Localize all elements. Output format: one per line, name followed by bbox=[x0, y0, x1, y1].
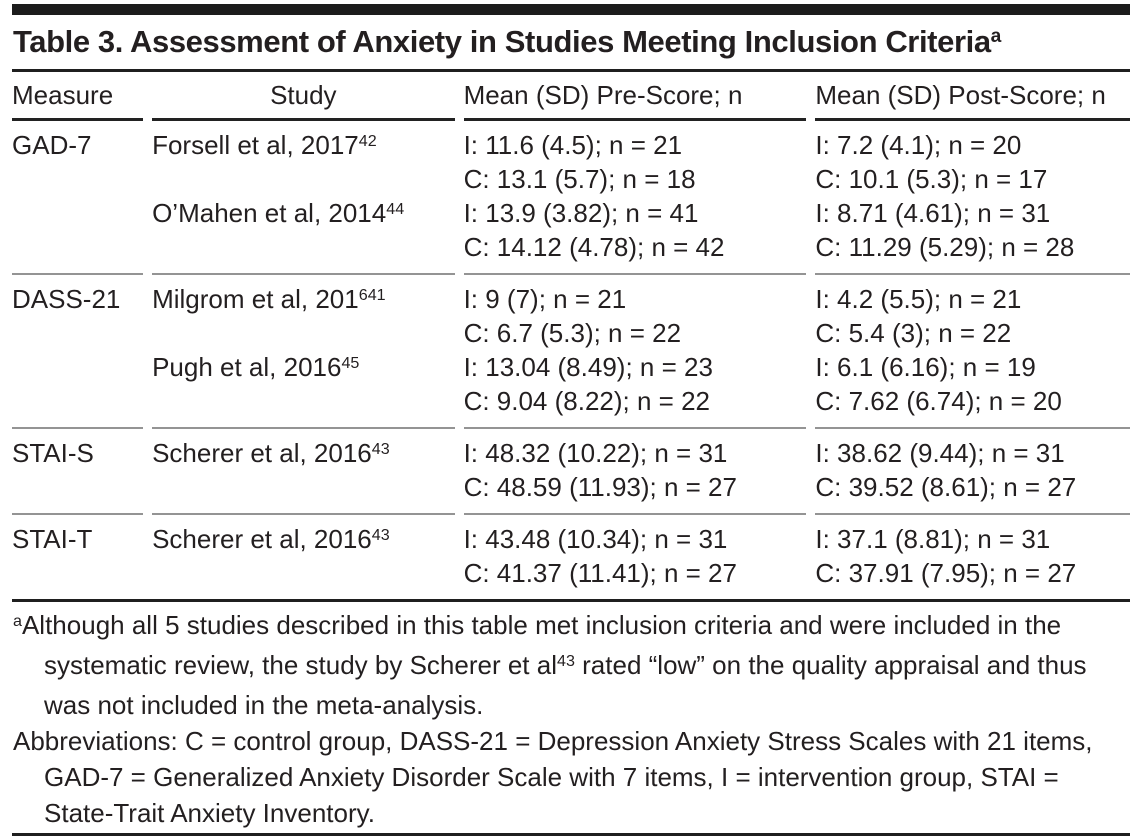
column-header-post-score: Mean (SD) Post-Score; n bbox=[815, 72, 1130, 121]
study-name: O’Mahen et al, 201444 bbox=[152, 198, 405, 228]
table-top-rule bbox=[12, 4, 1130, 15]
table-body: GAD-7 Forsell et al, 201742 O’Mahen et al,… bbox=[12, 121, 1130, 599]
measure-label: STAI-T bbox=[12, 524, 93, 554]
post-score-line: C: 39.52 (8.61); n = 27 bbox=[815, 472, 1077, 502]
pre-score-line: I: 9 (7); n = 21 bbox=[463, 284, 627, 314]
post-score-cell: I: 37.1 (8.81); n = 31 C: 37.91 (7.95); n… bbox=[815, 515, 1130, 599]
study-spacer bbox=[152, 470, 454, 504]
post-score-line: I: 38.62 (9.44); n = 31 bbox=[815, 438, 1065, 468]
pre-score-line: C: 9.04 (8.22); n = 22 bbox=[463, 386, 710, 416]
table-body-end-rule bbox=[12, 599, 1130, 602]
measure-label: GAD-7 bbox=[12, 130, 92, 160]
study-spacer bbox=[152, 162, 454, 196]
table-bottom-rule bbox=[12, 833, 1130, 836]
pre-score-line: I: 43.48 (10.34); n = 31 bbox=[463, 524, 728, 554]
table-title: Table 3. Assessment of Anxiety in Studie… bbox=[12, 15, 1130, 72]
measure-cell: STAI-T bbox=[12, 515, 143, 599]
footnote-text: rated “low” on the quality appraisal and… bbox=[44, 650, 1087, 720]
pre-score-line: C: 13.1 (5.7); n = 18 bbox=[463, 164, 696, 194]
results-table: Measure Study Mean (SD) Pre-Score; n Mea… bbox=[3, 72, 1139, 599]
table-row: DASS-21 Milgrom et al, 201641 Pugh et al, … bbox=[12, 275, 1130, 429]
study-cell: Scherer et al, 201643 bbox=[152, 429, 455, 515]
footnote-text: Although all 5 studies described in this… bbox=[21, 610, 1062, 680]
post-score-line: I: 8.71 (4.61); n = 31 bbox=[815, 198, 1051, 228]
post-score-line: C: 5.4 (3); n = 22 bbox=[815, 318, 1012, 348]
pre-score-line: I: 13.04 (8.49); n = 23 bbox=[463, 352, 713, 382]
citation-ref: 45 bbox=[341, 353, 360, 372]
citation-ref: 43 bbox=[371, 439, 390, 458]
study-name: Milgrom et al, 201641 bbox=[152, 284, 386, 314]
study-cell: Milgrom et al, 201641 Pugh et al, 201645 bbox=[152, 275, 455, 429]
post-score-line: I: 6.1 (6.16); n = 19 bbox=[815, 352, 1036, 382]
post-score-line: C: 10.1 (5.3); n = 17 bbox=[815, 164, 1048, 194]
table-row: STAI-T Scherer et al, 201643 I: 43.48 (10.… bbox=[12, 515, 1130, 599]
citation-ref: 43 bbox=[371, 525, 390, 544]
citation-ref: 641 bbox=[358, 285, 386, 304]
table-header-row: Measure Study Mean (SD) Pre-Score; n Mea… bbox=[12, 72, 1130, 121]
measure-cell: DASS-21 bbox=[12, 275, 144, 429]
table-row: GAD-7 Forsell et al, 201742 O’Mahen et al,… bbox=[12, 121, 1130, 275]
pre-score-line: I: 48.32 (10.22); n = 31 bbox=[463, 438, 728, 468]
column-header-pre-score: Mean (SD) Pre-Score; n bbox=[463, 72, 807, 121]
study-spacer bbox=[152, 316, 454, 350]
pre-score-line: C: 41.37 (11.41); n = 27 bbox=[463, 558, 737, 588]
study-name: Scherer et al, 201643 bbox=[152, 524, 390, 554]
footnote-superscript: 43 bbox=[557, 651, 575, 670]
footnotes-section: aAlthough all 5 studies described in thi… bbox=[12, 602, 1130, 831]
post-score-cell: I: 4.2 (5.5); n = 21 C: 5.4 (3); n = 22 I:… bbox=[815, 275, 1130, 429]
post-score-line: I: 7.2 (4.1); n = 20 bbox=[815, 130, 1022, 160]
pre-score-line: C: 14.12 (4.78); n = 42 bbox=[463, 232, 725, 262]
post-score-line: I: 37.1 (8.81); n = 31 bbox=[815, 524, 1051, 554]
column-header-measure: Measure bbox=[12, 72, 144, 121]
pre-score-cell: I: 11.6 (4.5); n = 21 C: 13.1 (5.7); n = … bbox=[463, 121, 807, 275]
study-spacer bbox=[152, 556, 454, 590]
pre-score-cell: I: 43.48 (10.34); n = 31 C: 41.37 (11.41)… bbox=[464, 515, 807, 599]
study-name: Scherer et al, 201643 bbox=[152, 438, 390, 468]
measure-label: DASS-21 bbox=[12, 284, 121, 314]
post-score-line: C: 7.62 (6.74); n = 20 bbox=[815, 386, 1062, 416]
study-spacer bbox=[152, 230, 454, 264]
pre-score-line: C: 6.7 (5.3); n = 22 bbox=[463, 318, 682, 348]
table-row: STAI-S Scherer et al, 201643 I: 48.32 (10.… bbox=[12, 429, 1130, 515]
pre-score-cell: I: 9 (7); n = 21 C: 6.7 (5.3); n = 22 I: 1… bbox=[463, 275, 807, 429]
pre-score-line: C: 48.59 (11.93); n = 27 bbox=[463, 472, 737, 502]
pre-score-line: I: 13.9 (3.82); n = 41 bbox=[463, 198, 699, 228]
post-score-cell: I: 38.62 (9.44); n = 31 C: 39.52 (8.61); … bbox=[815, 429, 1130, 515]
measure-cell: STAI-S bbox=[12, 429, 144, 515]
study-cell: Scherer et al, 201643 bbox=[152, 515, 454, 599]
post-score-line: C: 11.29 (5.29); n = 28 bbox=[815, 232, 1075, 262]
study-spacer bbox=[152, 384, 454, 418]
measure-label: STAI-S bbox=[12, 438, 94, 468]
pre-score-line: I: 11.6 (4.5); n = 21 bbox=[463, 130, 683, 160]
study-cell: Forsell et al, 201742 O’Mahen et al, 2014… bbox=[152, 121, 455, 275]
table-title-superscript: a bbox=[990, 26, 1002, 48]
measure-cell: GAD-7 bbox=[12, 121, 144, 275]
study-name: Pugh et al, 201645 bbox=[152, 352, 360, 382]
post-score-line: C: 37.91 (7.95); n = 27 bbox=[815, 558, 1077, 588]
abbreviations-note: Abbreviations: C = control group, DASS-2… bbox=[13, 726, 1093, 828]
post-score-line: I: 4.2 (5.5); n = 21 bbox=[815, 284, 1022, 314]
column-header-study: Study bbox=[152, 72, 455, 121]
post-score-cell: I: 7.2 (4.1); n = 20 C: 10.1 (5.3); n = 1… bbox=[815, 121, 1130, 275]
citation-ref: 42 bbox=[358, 131, 377, 150]
pre-score-cell: I: 48.32 (10.22); n = 31 C: 48.59 (11.93)… bbox=[463, 429, 807, 515]
table-title-text: Table 3. Assessment of Anxiety in Studie… bbox=[13, 24, 991, 59]
footnote-a: aAlthough all 5 studies described in thi… bbox=[13, 607, 1129, 723]
footnote-superscript: a bbox=[13, 611, 22, 630]
citation-ref: 44 bbox=[386, 199, 405, 218]
study-name: Forsell et al, 201742 bbox=[152, 130, 377, 160]
